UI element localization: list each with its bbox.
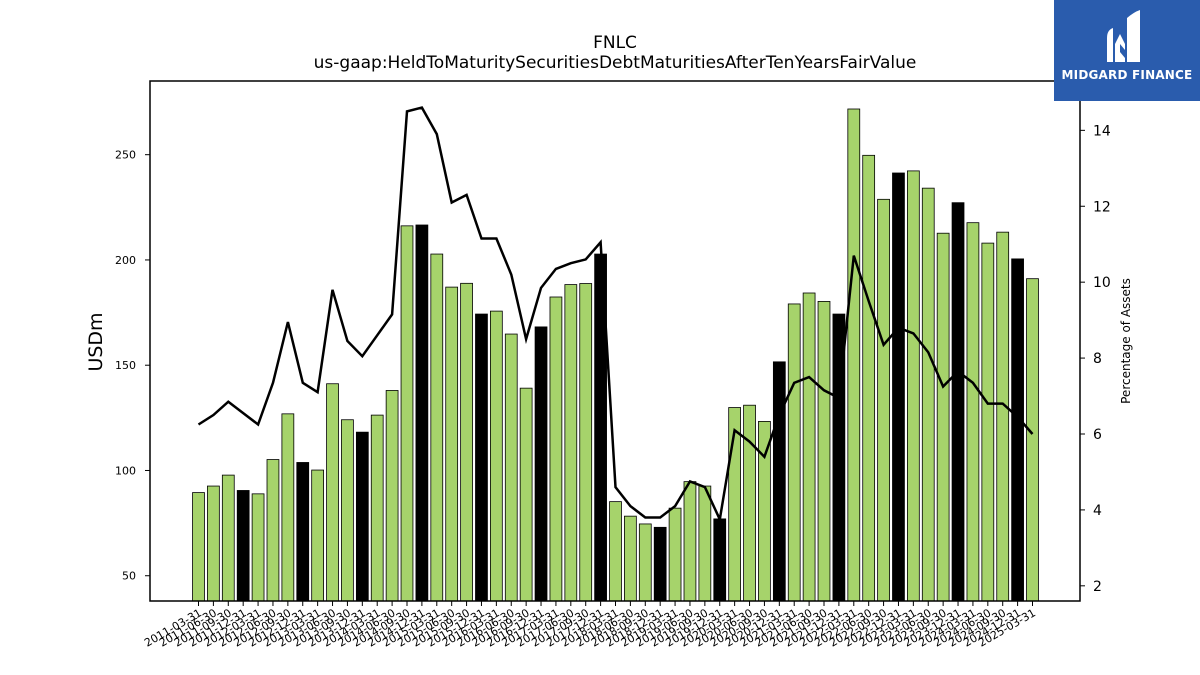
bar-2017-09-30 bbox=[579, 283, 593, 602]
y-tick-label: 250 bbox=[115, 149, 136, 162]
bar-2025-03-31 bbox=[1026, 278, 1039, 602]
logo-mark-icon bbox=[1107, 10, 1140, 62]
y-tick-label: 150 bbox=[115, 359, 136, 372]
y2-tick-label: 2 bbox=[1093, 579, 1102, 595]
y2-tick-label: 12 bbox=[1093, 199, 1111, 215]
bar-2022-03-31 bbox=[847, 108, 861, 602]
bar-2015-03-31 bbox=[430, 253, 444, 602]
bar-2013-06-30 bbox=[326, 383, 339, 602]
percentage-line bbox=[197, 106, 1034, 524]
bar-2017-03-31 bbox=[549, 296, 563, 602]
bar-2018-12-31 bbox=[653, 526, 667, 602]
bar-2013-12-31 bbox=[355, 431, 369, 602]
bar-2016-12-31 bbox=[534, 326, 548, 602]
bar-2021-09-30 bbox=[817, 301, 831, 602]
bar-2014-12-31 bbox=[415, 224, 429, 602]
chart-subtitle: us-gaap:HeldToMaturitySecuritiesDebtMatu… bbox=[313, 53, 917, 73]
chart-title: FNLC bbox=[593, 33, 637, 53]
bar-2020-12-31 bbox=[772, 361, 786, 602]
bar-2017-06-30 bbox=[564, 284, 578, 602]
midgard-finance-logo: MIDGARD FINANCE bbox=[1054, 0, 1200, 101]
bar-2015-09-30 bbox=[460, 282, 473, 602]
bar-2012-03-31 bbox=[251, 493, 265, 602]
bar-series bbox=[192, 108, 1039, 602]
right-axis-ticks: 2 4 6 8 10 12 14 bbox=[1080, 123, 1111, 595]
bar-2014-06-30 bbox=[385, 390, 399, 602]
logo-text: MIDGARD FINANCE bbox=[1061, 68, 1193, 82]
left-axis-ticks: 50 100 150 200 250 bbox=[115, 149, 150, 583]
x-axis-ticks: 2011-03-312011-06-302011-09-302011-12-31… bbox=[142, 601, 1038, 650]
y2-tick-label: 8 bbox=[1093, 351, 1102, 367]
bar-2024-03-31 bbox=[966, 222, 980, 602]
bar-2024-06-30 bbox=[981, 242, 995, 602]
bar-2014-03-31 bbox=[370, 414, 384, 602]
bar-2021-03-31 bbox=[787, 303, 801, 602]
y2-tick-label: 14 bbox=[1093, 123, 1111, 139]
y2-axis-label: Percentage of Assets bbox=[1119, 278, 1133, 404]
bar-2015-12-31 bbox=[475, 313, 488, 602]
bar-2019-06-30 bbox=[683, 481, 697, 602]
bar-2016-06-30 bbox=[504, 333, 518, 602]
bar-2023-12-31 bbox=[951, 202, 965, 602]
bar-2024-12-31 bbox=[1011, 258, 1024, 602]
bar-2013-03-31 bbox=[311, 469, 324, 602]
bar-2020-06-30 bbox=[743, 404, 756, 602]
bar-2011-06-30 bbox=[207, 485, 220, 602]
bar-2016-09-30 bbox=[519, 387, 533, 602]
bar-2012-12-31 bbox=[296, 462, 310, 602]
bar-2024-09-30 bbox=[996, 231, 1010, 602]
bar-2013-09-30 bbox=[341, 419, 354, 602]
bar-2019-03-31 bbox=[668, 507, 682, 602]
y2-tick-label: 4 bbox=[1093, 503, 1102, 519]
bar-2022-06-30 bbox=[862, 154, 876, 602]
y-axis-label: USDm bbox=[85, 312, 107, 371]
bar-2018-06-30 bbox=[624, 515, 637, 602]
bar-2012-09-30 bbox=[281, 413, 295, 602]
bar-2023-03-31 bbox=[907, 170, 920, 602]
bar-2018-03-31 bbox=[609, 501, 622, 602]
y-tick-label: 50 bbox=[122, 570, 136, 583]
bar-2019-12-31 bbox=[713, 518, 727, 602]
bar-2015-06-30 bbox=[445, 286, 459, 602]
bar-2023-06-30 bbox=[921, 187, 935, 602]
bar-2014-09-30 bbox=[400, 225, 414, 602]
bar-2011-09-30 bbox=[221, 474, 235, 602]
bar-2018-09-30 bbox=[638, 523, 652, 602]
bar-2011-12-31 bbox=[236, 490, 250, 602]
y2-tick-label: 6 bbox=[1093, 427, 1102, 443]
y-tick-label: 100 bbox=[115, 464, 136, 477]
bar-2016-03-31 bbox=[489, 310, 503, 602]
bar-2011-03-31 bbox=[192, 492, 205, 602]
bar-2022-12-31 bbox=[892, 172, 905, 602]
bar-2023-09-30 bbox=[936, 232, 950, 602]
y2-tick-label: 10 bbox=[1093, 275, 1111, 291]
y-tick-label: 200 bbox=[115, 254, 136, 267]
bar-2021-06-30 bbox=[802, 292, 816, 602]
bar-2019-09-30 bbox=[698, 485, 712, 602]
bar-2012-06-30 bbox=[266, 459, 280, 602]
bar-2022-09-30 bbox=[877, 198, 890, 602]
